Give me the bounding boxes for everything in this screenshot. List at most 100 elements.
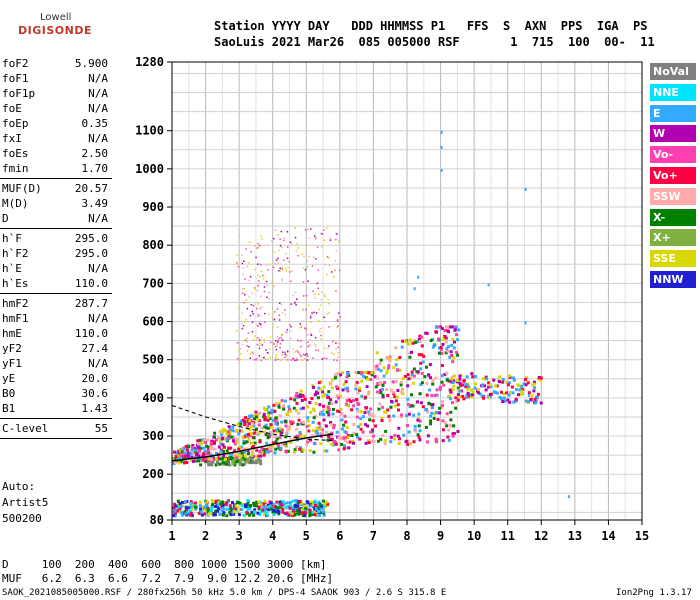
echo-point <box>440 406 443 409</box>
echo-point <box>330 386 334 390</box>
echo-point <box>278 500 282 504</box>
echo-point <box>420 371 424 375</box>
echo-point <box>253 417 256 421</box>
echo-point <box>287 410 291 413</box>
echo-point <box>186 451 189 455</box>
echo-point <box>283 259 285 261</box>
echo-point <box>312 407 315 411</box>
echo-point <box>323 316 325 318</box>
echo-point <box>321 499 325 503</box>
echo-point <box>385 388 389 392</box>
echo-point <box>252 501 256 505</box>
echo-point <box>328 264 330 266</box>
echo-point <box>304 268 307 271</box>
echo-point <box>206 506 210 510</box>
echo-point <box>312 290 314 292</box>
echo-point <box>204 460 208 464</box>
echo-point <box>450 377 454 381</box>
echo-point <box>351 439 355 443</box>
echo-point <box>260 323 262 326</box>
echo-point <box>251 330 254 333</box>
echo-point <box>279 270 281 273</box>
echo-point <box>260 263 262 266</box>
echo-point <box>185 461 189 464</box>
echo-point <box>240 504 244 508</box>
param-hmf1: hmF1 N/A <box>0 311 112 326</box>
echo-point <box>243 423 247 427</box>
echo-point <box>323 239 325 241</box>
echo-point <box>176 505 180 509</box>
echo-point <box>327 435 331 438</box>
echo-point <box>394 399 398 403</box>
echo-point <box>258 440 262 444</box>
autoscale-line: Auto: <box>2 480 36 493</box>
echo-point <box>230 456 234 460</box>
y-tick-label: 200 <box>142 467 164 481</box>
echo-point <box>303 434 307 438</box>
echo-point <box>207 457 211 461</box>
echo-point <box>452 384 456 388</box>
echo-point <box>184 512 188 516</box>
echo-point <box>327 299 330 301</box>
echo-point <box>191 446 194 449</box>
param-value: 1.43 <box>81 402 109 415</box>
echo-point <box>337 396 341 400</box>
echo-point <box>387 356 391 360</box>
echo-point <box>313 256 315 259</box>
echo-point <box>243 301 245 304</box>
echo-point <box>281 503 285 507</box>
echo-point <box>432 412 436 416</box>
echo-point <box>317 509 321 513</box>
echo-point <box>458 381 462 385</box>
echo-point <box>517 393 520 397</box>
echo-point <box>258 280 260 282</box>
echo-point <box>261 306 264 308</box>
echo-point <box>301 406 305 410</box>
echo-point <box>316 282 319 285</box>
echo-point <box>284 353 286 355</box>
echo-point <box>235 456 239 460</box>
echo-point <box>325 393 329 397</box>
echo-point <box>348 440 352 444</box>
echo-point <box>371 434 375 438</box>
echo-point <box>318 428 322 431</box>
echo-point <box>261 275 264 277</box>
echo-point <box>305 244 307 247</box>
echo-point <box>451 432 455 436</box>
echo-point <box>259 503 263 507</box>
echo-point <box>256 418 260 422</box>
echo-point <box>501 380 505 384</box>
echo-point <box>331 271 333 273</box>
echo-point <box>457 328 461 332</box>
echo-point <box>399 383 403 387</box>
echo-point <box>299 326 302 329</box>
echo-point <box>395 358 399 362</box>
echo-point <box>311 312 313 314</box>
echo-point <box>198 451 202 455</box>
footer-file-info: SAOK_2021085005000.RSF / 280fx256h 50 kH… <box>2 588 447 598</box>
echo-point <box>335 232 337 235</box>
echo-point <box>292 348 294 350</box>
echo-point <box>305 424 309 428</box>
echo-point <box>306 507 310 511</box>
echo-point <box>189 500 193 504</box>
echo-point <box>393 437 397 441</box>
echo-point <box>375 376 379 380</box>
echo-point <box>375 351 379 355</box>
echo-point <box>386 408 390 412</box>
echo-point <box>197 459 201 463</box>
echo-point <box>312 442 316 446</box>
echo-point <box>420 353 424 357</box>
echo-point <box>437 351 441 355</box>
echo-point <box>243 450 246 454</box>
echo-point <box>262 412 266 416</box>
param-foep: foEp 0.35 <box>0 116 112 131</box>
echo-point <box>326 396 330 400</box>
echo-point <box>209 452 212 455</box>
echo-point <box>275 500 279 504</box>
echo-point <box>263 499 267 503</box>
echo-point <box>295 291 297 294</box>
echo-point <box>234 504 238 508</box>
echo-point <box>316 502 320 506</box>
echo-point <box>483 384 486 388</box>
